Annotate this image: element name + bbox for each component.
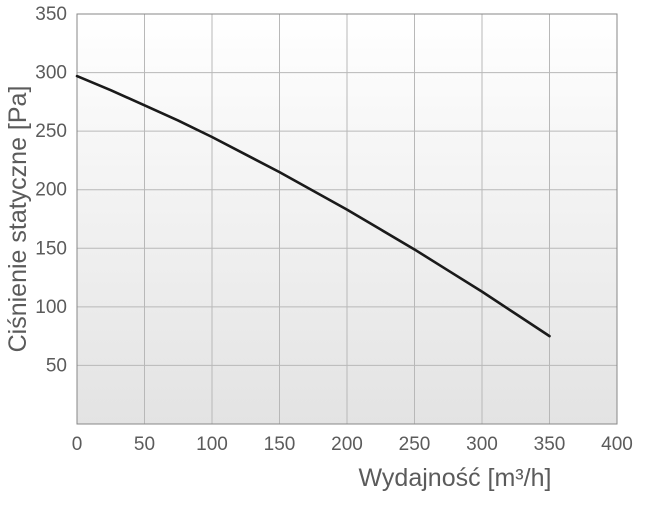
y-tick-label: 100 — [35, 297, 67, 318]
x-tick-label: 350 — [534, 434, 566, 455]
x-tick-label: 200 — [331, 434, 363, 455]
x-tick-label: 100 — [196, 434, 228, 455]
y-tick-label: 50 — [46, 355, 67, 376]
x-tick-label: 400 — [601, 434, 633, 455]
y-tick-label: 200 — [35, 180, 67, 201]
x-axis-title: Wydajność [m³/h] — [359, 464, 552, 492]
x-tick-label: 150 — [264, 434, 296, 455]
chart-svg: 0 50 100 150 200 250 300 350 400 50 100 150 200 250 3… — [0, 0, 645, 507]
x-tick-label: 300 — [466, 434, 498, 455]
x-tick-label: 0 — [72, 434, 83, 455]
y-tick-label: 150 — [35, 238, 67, 259]
y-tick-labels: 50 100 150 200 250 300 350 — [35, 4, 67, 376]
y-tick-label: 300 — [35, 63, 67, 84]
x-tick-label: 50 — [134, 434, 155, 455]
y-axis-title: Ciśnienie statyczne [Pa] — [4, 86, 32, 353]
y-tick-label: 250 — [35, 121, 67, 142]
x-tick-label: 250 — [399, 434, 431, 455]
plot-area — [77, 14, 617, 424]
x-tick-labels: 0 50 100 150 200 250 300 350 400 — [72, 434, 633, 455]
fan-curve-chart: 0 50 100 150 200 250 300 350 400 50 100 150 200 250 3… — [0, 0, 645, 507]
y-tick-label: 350 — [35, 4, 67, 25]
